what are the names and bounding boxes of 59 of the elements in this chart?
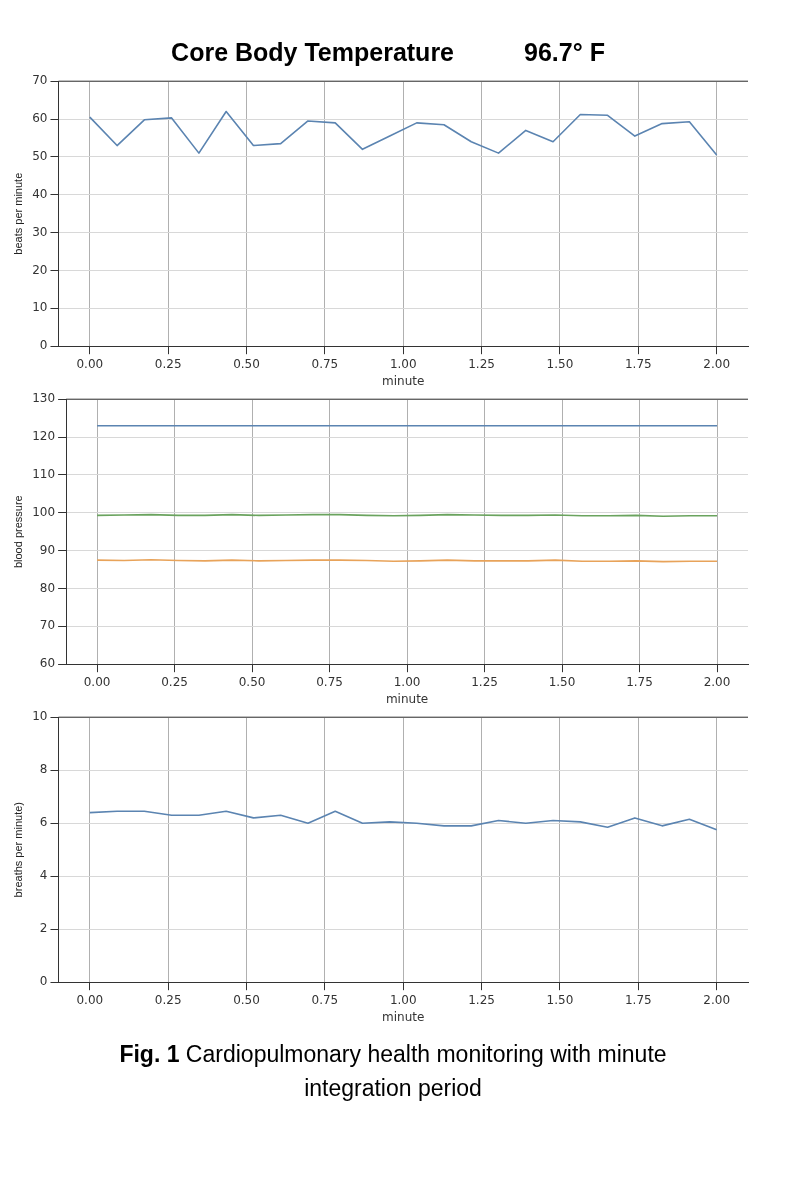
y-axis-title: beats per minute — [11, 172, 24, 255]
x-axis-title: minute — [382, 373, 425, 388]
x-tick-label: 0.00 — [76, 356, 104, 371]
x-tick-label: 1.00 — [393, 674, 421, 689]
y-axis-title: breaths per minute) — [11, 802, 24, 898]
x-tick-label: 1.50 — [546, 992, 574, 1007]
x-tick-label: 1.25 — [471, 674, 498, 689]
y-tick-label: 60 — [32, 111, 48, 126]
y-tick-label: 120 — [32, 429, 56, 444]
y-tick-label: 110 — [32, 467, 56, 482]
x-tick-label: 0.00 — [76, 992, 104, 1007]
y-tick-label: 6 — [39, 815, 48, 830]
y-tick-label: 30 — [32, 224, 48, 239]
y-tick-label: 10 — [32, 709, 48, 724]
y-tick-label: 130 — [32, 391, 56, 406]
chart-title: Core Body Temperature — [171, 38, 455, 67]
y-tick-label: 60 — [39, 656, 56, 671]
x-tick-label: 1.50 — [548, 674, 576, 689]
chart-subtitle: 96.7° F — [524, 38, 605, 67]
x-tick-label: 0.50 — [238, 674, 266, 689]
x-tick-label: 0.25 — [154, 992, 182, 1007]
x-tick-label: 1.00 — [389, 356, 417, 371]
x-tick-label: 1.25 — [468, 356, 495, 371]
x-tick-label: 2.00 — [703, 992, 731, 1007]
y-tick-label: 50 — [32, 149, 48, 164]
y-tick-label: 20 — [32, 262, 48, 277]
x-tick-label: 1.00 — [389, 992, 417, 1007]
y-tick-label: 2 — [39, 921, 48, 936]
x-axis-title: minute — [382, 1009, 425, 1024]
y-axis-title: blood pressure — [11, 495, 24, 569]
text: Cardiopulmonary health monitoring with minute integration period — [184, 1041, 667, 1101]
x-tick-label: 0.25 — [154, 356, 182, 371]
y-tick-label: 4 — [39, 868, 48, 883]
x-tick-label: 0.75 — [316, 674, 343, 689]
caption: Fig. 1 — [119, 1041, 180, 1067]
x-tick-label: 1.75 — [624, 992, 652, 1007]
x-tick-label: 1.75 — [626, 674, 653, 689]
x-tick-label: 0.00 — [83, 674, 111, 689]
x-tick-label: 1.25 — [468, 992, 495, 1007]
x-tick-label: 0.75 — [311, 356, 339, 371]
x-tick-label: 0.50 — [233, 356, 260, 371]
x-tick-label: 0.75 — [311, 992, 339, 1007]
y-tick-label: 0 — [39, 338, 48, 353]
y-tick-label: 70 — [39, 618, 56, 633]
x-tick-label: 0.50 — [233, 992, 260, 1007]
x-axis-title: minute — [385, 691, 429, 706]
x-tick-label: 2.00 — [703, 356, 731, 371]
y-tick-label: 40 — [32, 186, 48, 201]
x-tick-label: 1.75 — [624, 356, 652, 371]
y-tick-label: 100 — [32, 504, 56, 519]
x-tick-label: 2.00 — [703, 674, 731, 689]
x-tick-label: 0.25 — [161, 674, 188, 689]
y-tick-label: 10 — [32, 300, 48, 315]
x-tick-label: 1.50 — [546, 356, 574, 371]
y-tick-label: 8 — [39, 762, 48, 777]
y-tick-label: 90 — [39, 542, 56, 557]
y-tick-label: 0 — [39, 974, 48, 989]
y-tick-label: 70 — [32, 73, 48, 88]
y-tick-label: 80 — [39, 580, 56, 595]
